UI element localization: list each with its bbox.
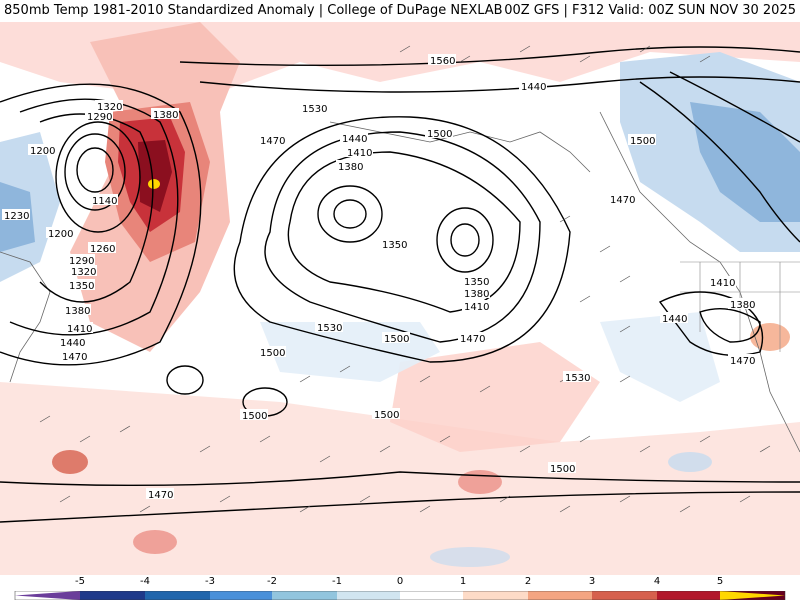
contour-label: 1290	[87, 112, 112, 123]
legend-tick: -5	[75, 576, 85, 587]
contour-label: 1350	[69, 281, 94, 292]
warm-anomaly-south	[0, 382, 800, 575]
contour-label: 1500	[384, 334, 409, 345]
header-bar: 850mb Temp 1981-2010 Standardized Anomal…	[0, 0, 800, 22]
legend-tick: 4	[653, 576, 661, 587]
warm-anomaly-max	[148, 179, 160, 189]
contour-label: 1470	[460, 334, 485, 345]
contour-label: 1410	[347, 148, 372, 159]
contour-label: 1500	[550, 464, 575, 475]
contour-label: 1410	[464, 302, 489, 313]
contour-label: 1500	[260, 348, 285, 359]
contour-label: 1350	[382, 240, 407, 251]
contour-label: 1500	[242, 411, 267, 422]
legend-tick: 0	[396, 576, 404, 587]
warm-anomaly-west-peak	[138, 140, 172, 212]
chart-title: 850mb Temp 1981-2010 Standardized Anomal…	[4, 3, 503, 18]
contour-label: 1530	[317, 323, 342, 334]
anomaly-map[interactable]: 1560 1440 1320 1290 1380 1530 1200 1470 …	[0, 22, 800, 575]
contour-label: 1380	[730, 300, 755, 311]
legend-tick: 5	[716, 576, 724, 587]
legend-tick: -1	[332, 576, 342, 587]
legend-tick: 2	[524, 576, 532, 587]
contour-label: 1470	[62, 352, 87, 363]
contour-label: 1380	[338, 162, 363, 173]
contour-label: 1470	[730, 356, 755, 367]
coastline-alaska	[329, 121, 591, 173]
contour-label: 1350	[464, 277, 489, 288]
contour-label: 1530	[302, 104, 327, 115]
cold-anomaly-east-core	[690, 102, 800, 222]
legend-tick: -4	[140, 576, 150, 587]
contour-label: 1470	[610, 195, 635, 206]
warm-anomaly-central	[390, 342, 600, 452]
legend-tick: 3	[588, 576, 596, 587]
contour-label: 1440	[662, 314, 687, 325]
legend-colorbar	[14, 591, 786, 600]
contour-label: 1320	[71, 267, 96, 278]
contour-label: 1410	[710, 278, 735, 289]
contour-label: 1560	[430, 56, 455, 67]
contour-label: 1380	[65, 306, 90, 317]
state-borders	[680, 261, 800, 352]
contour-label: 1470	[148, 490, 173, 501]
contour-label: 1470	[260, 136, 285, 147]
contour-label: 1440	[521, 82, 546, 93]
contour-label: 1140	[92, 196, 117, 207]
legend-tick: -3	[205, 576, 215, 587]
contour-label: 1500	[630, 136, 655, 147]
contour-label: 1380	[464, 289, 489, 300]
contour-label: 1440	[60, 338, 85, 349]
contour-label: 1200	[48, 229, 73, 240]
contour-label: 1440	[342, 134, 367, 145]
legend-tick: -2	[267, 576, 277, 587]
contour-label: 1410	[67, 324, 92, 335]
contour-label: 1380	[153, 110, 178, 121]
valid-time: 00Z GFS | F312 Valid: 00Z SUN NOV 30 202…	[504, 3, 796, 18]
contour-label: 1290	[69, 256, 94, 267]
contour-label: 1320	[97, 102, 122, 113]
contour-labels: 1560 1440 1320 1290 1380 1530 1200 1470 …	[2, 54, 756, 501]
contour-label: 1530	[565, 373, 590, 384]
color-legend: -5 -4 -3 -2 -1 0 1 2 3 4 5	[0, 575, 800, 600]
contour-label: 1230	[4, 211, 29, 222]
coastline-asia	[0, 251, 51, 383]
contour-label: 1500	[374, 410, 399, 421]
wind-barbs	[39, 45, 771, 513]
contour-label: 1200	[30, 146, 55, 157]
contour-label: 1260	[90, 244, 115, 255]
legend-tick: 1	[459, 576, 467, 587]
contour-label: 1500	[427, 129, 452, 140]
